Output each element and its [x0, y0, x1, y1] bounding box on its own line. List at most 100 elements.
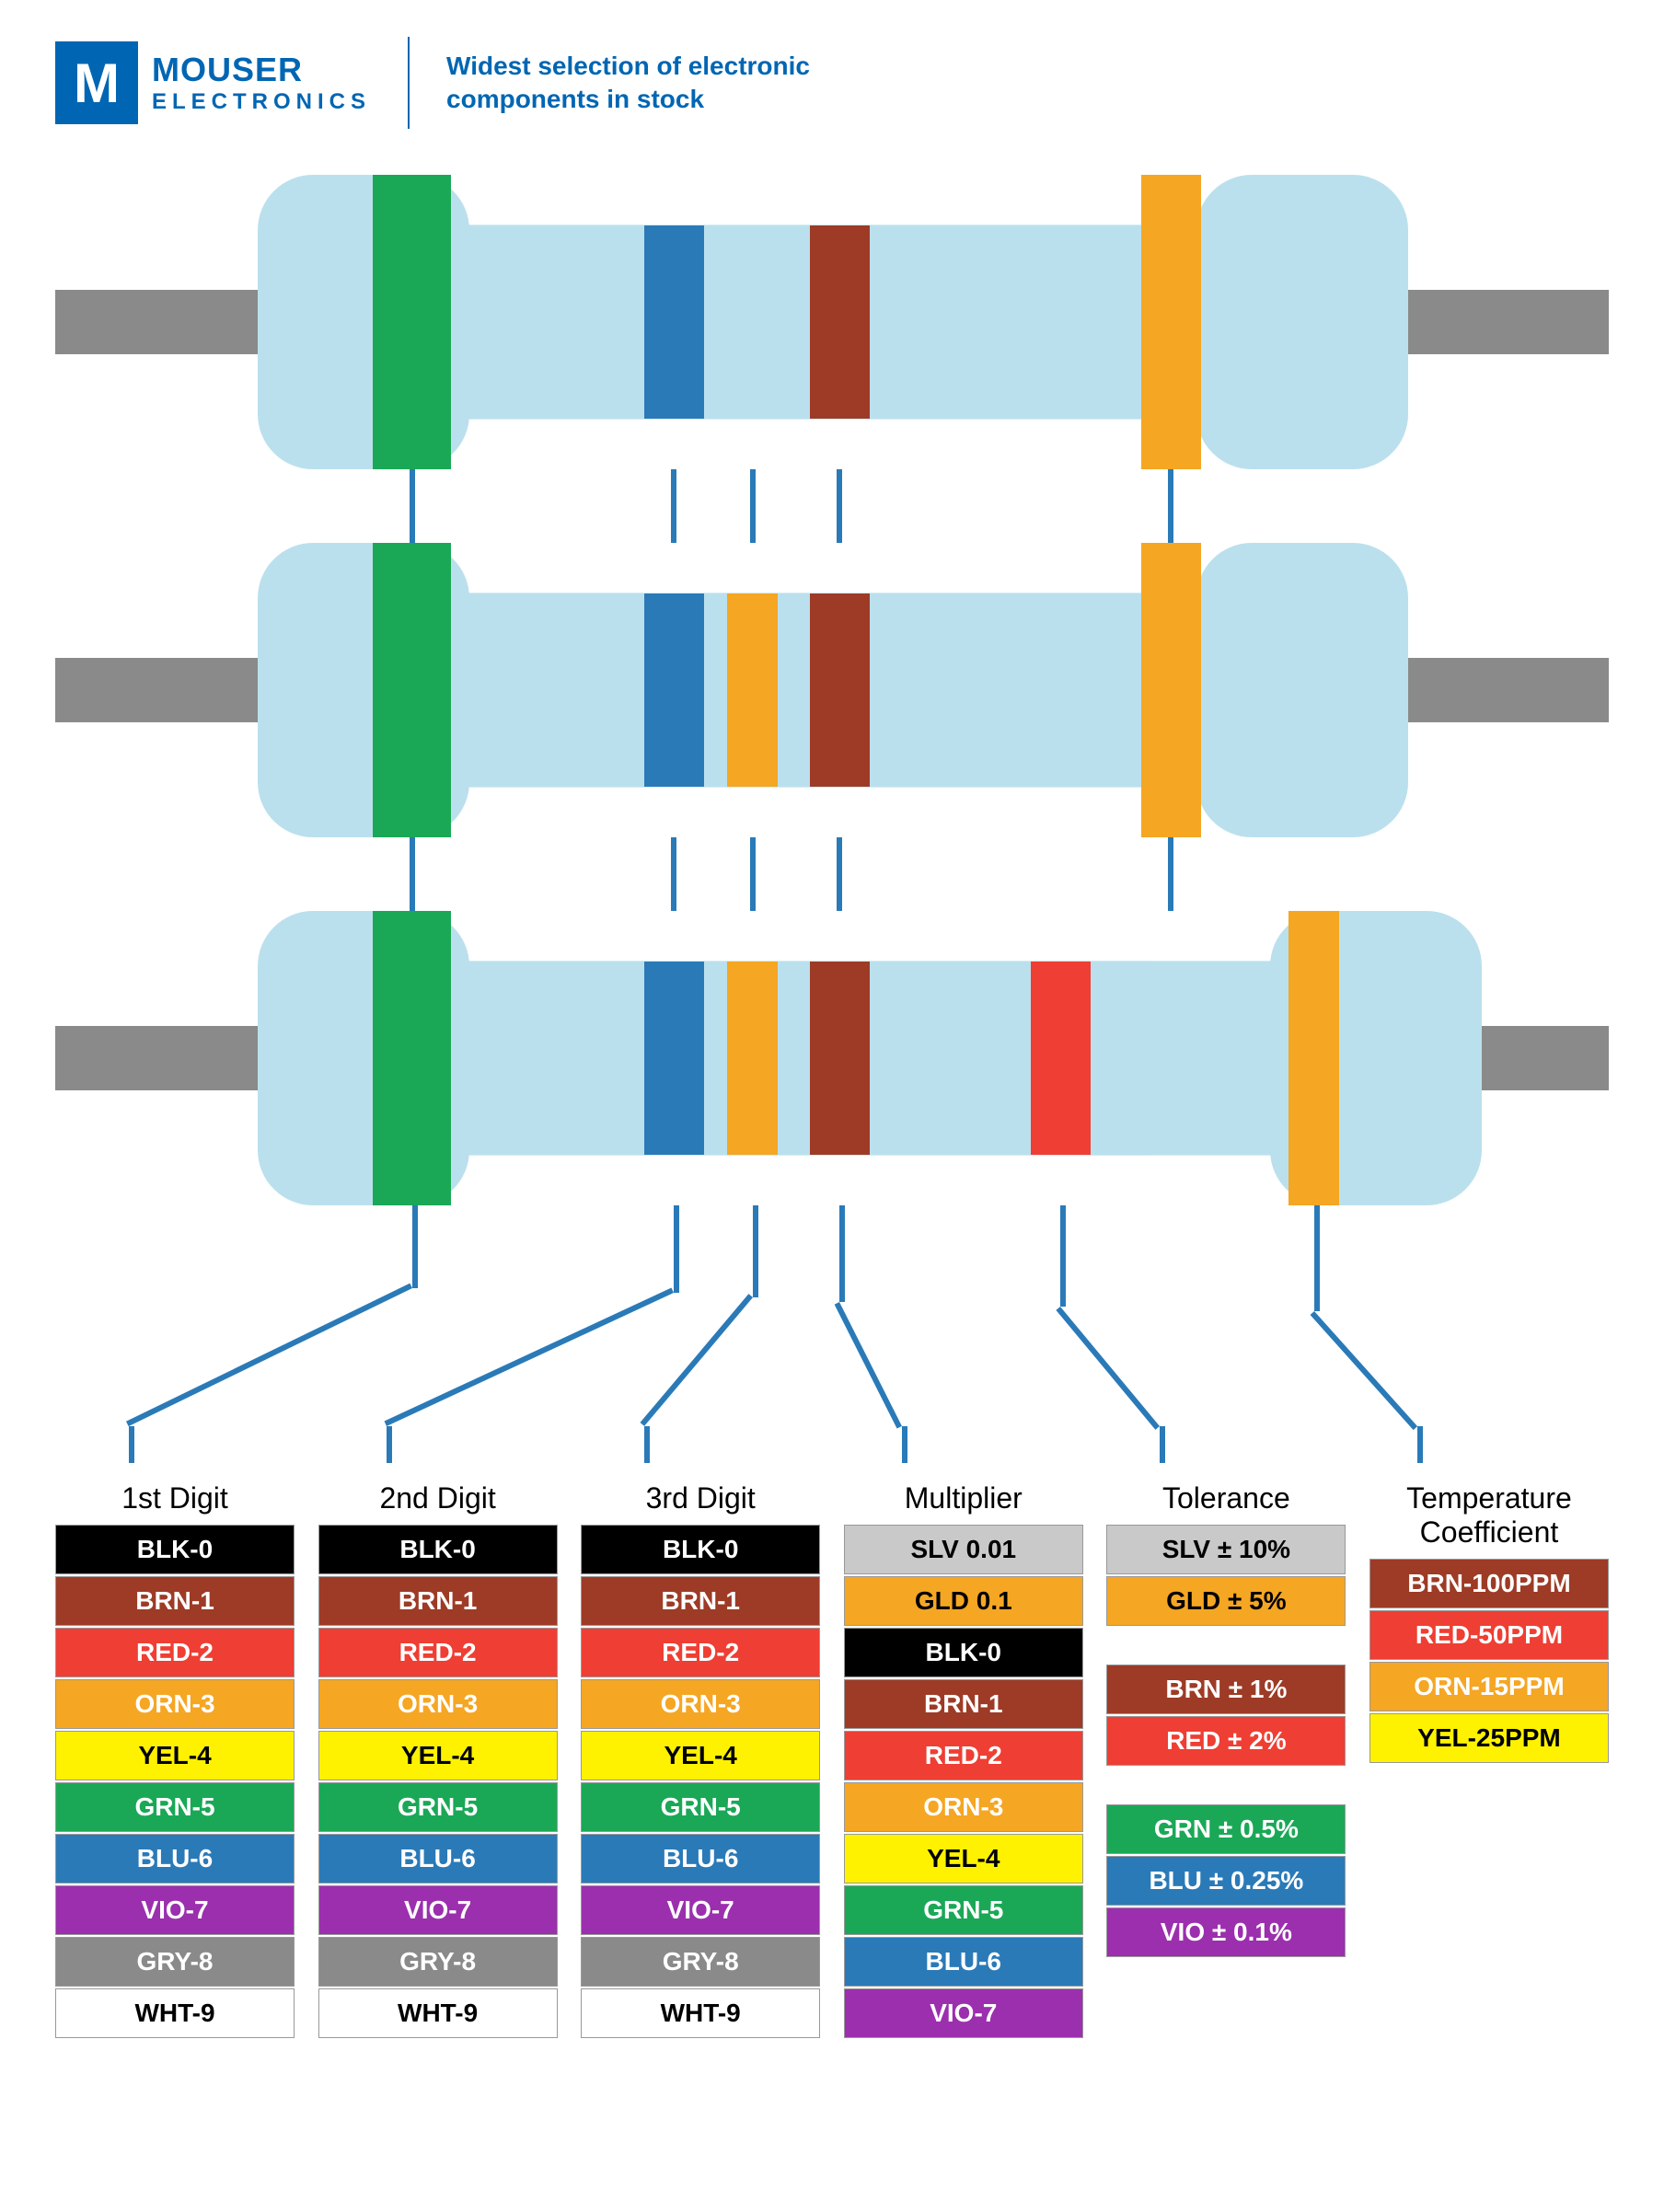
color-cell: BLU-6: [581, 1834, 820, 1884]
header-divider: [408, 37, 410, 129]
color-band-4: [810, 962, 870, 1155]
color-cell: YEL-4: [844, 1834, 1083, 1884]
color-cell: ORN-3: [844, 1782, 1083, 1832]
connector-line: [671, 469, 676, 543]
spacer: [1106, 1768, 1346, 1804]
color-cell: RED-2: [844, 1731, 1083, 1780]
color-cell: BRN-1: [318, 1576, 558, 1626]
color-cell: SLV 0.01: [844, 1525, 1083, 1574]
resistor-1: [55, 175, 1609, 469]
color-cell: ORN-15PPM: [1369, 1662, 1609, 1711]
color-cell: WHT-9: [581, 1988, 820, 2038]
color-cell: GRN-5: [318, 1782, 558, 1832]
color-band-1: [373, 175, 451, 469]
color-cell: GLD 0.1: [844, 1576, 1083, 1626]
color-band-3: [727, 962, 778, 1155]
color-cell: ORN-3: [55, 1679, 295, 1729]
connector-line: [839, 1205, 845, 1302]
color-band-1: [373, 911, 451, 1205]
connector-line: [753, 1205, 758, 1297]
connector-line: [1056, 1307, 1160, 1430]
connector-line: [835, 1302, 902, 1429]
color-cell: BLU-6: [318, 1834, 558, 1884]
connector-line: [410, 837, 415, 911]
color-band-6: [1288, 911, 1339, 1205]
color-band-2: [644, 225, 704, 419]
tagline: Widest selection of electronic component…: [446, 50, 907, 117]
connector-line: [129, 1426, 134, 1463]
color-cell: BLU-6: [844, 1937, 1083, 1987]
logo-icon: M: [55, 41, 138, 124]
table-3rd-digit: 3rd DigitBLK-0BRN-1RED-2ORN-3YEL-4GRN-5B…: [581, 1481, 820, 2040]
color-cell: VIO-7: [318, 1885, 558, 1935]
connector-line: [902, 1426, 907, 1463]
color-cell: BRN-1: [55, 1576, 295, 1626]
spacer: [1106, 1628, 1346, 1665]
connector-line: [126, 1284, 412, 1426]
table-title: 2nd Digit: [318, 1481, 558, 1515]
color-cell: BLK-0: [318, 1525, 558, 1574]
color-cell: SLV ± 10%: [1106, 1525, 1346, 1574]
color-band-5: [1031, 962, 1091, 1155]
table-2nd-digit: 2nd DigitBLK-0BRN-1RED-2ORN-3YEL-4GRN-5B…: [318, 1481, 558, 2040]
color-cell: BLK-0: [581, 1525, 820, 1574]
color-cell: RED-50PPM: [1369, 1610, 1609, 1660]
color-band-5: [1141, 543, 1201, 837]
color-band-3: [810, 225, 870, 419]
connector-line: [750, 469, 756, 543]
color-cell: GRN-5: [55, 1782, 295, 1832]
connector-line: [750, 837, 756, 911]
connector-line: [640, 1294, 753, 1426]
color-cell: BRN-100PPM: [1369, 1559, 1609, 1608]
color-cell: GRN-5: [844, 1885, 1083, 1935]
color-cell: WHT-9: [318, 1988, 558, 2038]
connector-line: [644, 1426, 650, 1463]
color-cell: GLD ± 5%: [1106, 1576, 1346, 1626]
brand-main: MOUSER: [152, 51, 371, 89]
color-cell: GRN ± 0.5%: [1106, 1804, 1346, 1854]
table-temperature-coefficient: Temperature Coefficient BRN-100PPMRED-50P…: [1369, 1481, 1609, 2040]
resistor-2: [55, 543, 1609, 837]
logo: M MOUSER ELECTRONICS: [55, 41, 371, 124]
table-title: Tolerance: [1106, 1481, 1346, 1515]
resistor-diagram: [55, 175, 1609, 1463]
color-band-4: [1141, 175, 1201, 469]
color-cell: RED ± 2%: [1106, 1716, 1346, 1766]
color-cell: BLU ± 0.25%: [1106, 1856, 1346, 1906]
connector-line: [837, 837, 842, 911]
color-cell: VIO-7: [581, 1885, 820, 1935]
color-cell: YEL-4: [581, 1731, 820, 1780]
connector-line: [1060, 1205, 1066, 1307]
color-code-tables: 1st DigitBLK-0BRN-1RED-2ORN-3YEL-4GRN-5B…: [55, 1481, 1609, 2040]
logo-letter: M: [74, 52, 120, 115]
color-cell: GRY-8: [581, 1937, 820, 1987]
color-cell: BRN-1: [844, 1679, 1083, 1729]
connector-line: [1168, 469, 1173, 543]
table-multiplier: MultiplierSLV 0.01GLD 0.1BLK-0BRN-1RED-2…: [844, 1481, 1083, 2040]
logo-text: MOUSER ELECTRONICS: [152, 51, 371, 115]
color-cell: BRN ± 1%: [1106, 1665, 1346, 1714]
connector-line: [1417, 1426, 1423, 1463]
color-cell: VIO ± 0.1%: [1106, 1907, 1346, 1957]
color-cell: ORN-3: [318, 1679, 558, 1729]
color-cell: WHT-9: [55, 1988, 295, 2038]
color-cell: GRY-8: [318, 1937, 558, 1987]
color-cell: BLK-0: [844, 1628, 1083, 1677]
color-band-4: [810, 593, 870, 787]
table-title: 3rd Digit: [581, 1481, 820, 1515]
connector-line: [387, 1426, 392, 1463]
resistor-3: [55, 911, 1609, 1205]
color-band-3: [727, 593, 778, 787]
color-cell: BLU-6: [55, 1834, 295, 1884]
lead-right: [1406, 658, 1609, 722]
connector-line: [1311, 1311, 1417, 1430]
color-cell: YEL-25PPM: [1369, 1713, 1609, 1763]
table-title: Temperature Coefficient: [1369, 1481, 1609, 1550]
brand-sub: ELECTRONICS: [152, 89, 371, 115]
table-tolerance: Tolerance SLV ± 10%GLD ± 5% BRN ± 1%RED ± …: [1106, 1481, 1346, 2040]
lead-left: [55, 658, 258, 722]
lead-right: [1480, 1026, 1609, 1090]
color-cell: BLK-0: [55, 1525, 295, 1574]
connector-line: [837, 469, 842, 543]
table-1st-digit: 1st DigitBLK-0BRN-1RED-2ORN-3YEL-4GRN-5B…: [55, 1481, 295, 2040]
